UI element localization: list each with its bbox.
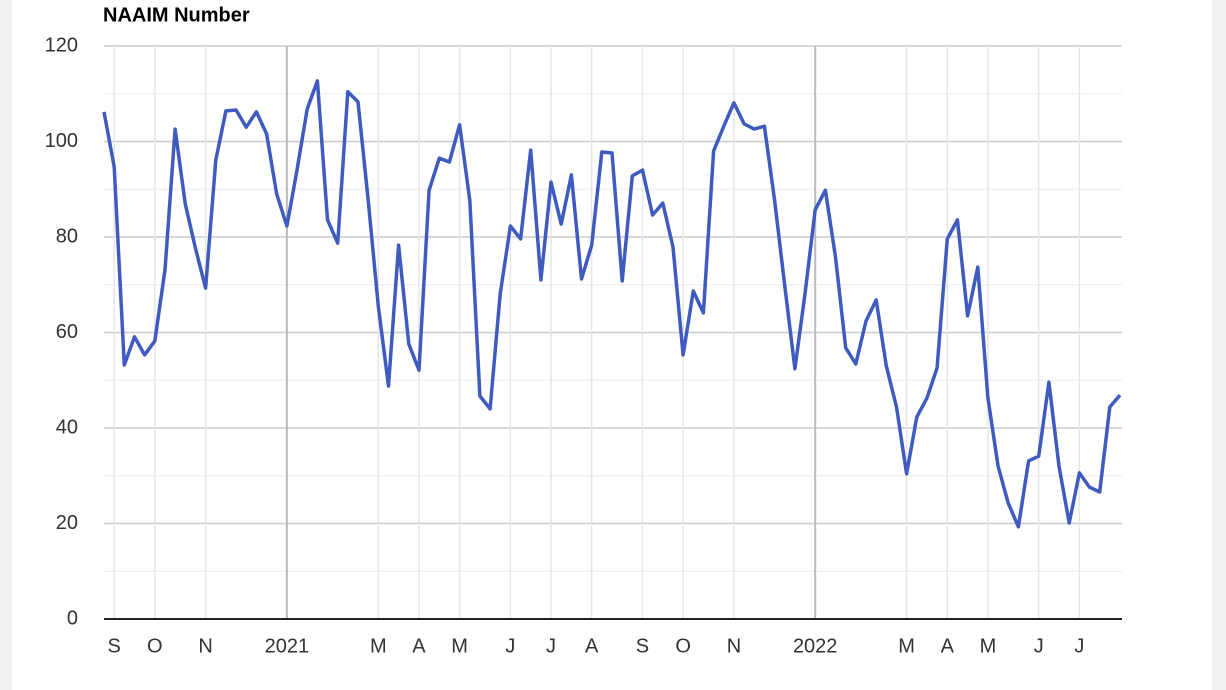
x-tick-label: S xyxy=(636,635,649,657)
y-tick-label: 0 xyxy=(67,607,78,629)
x-tick-label: M xyxy=(451,635,468,657)
x-tick-label: S xyxy=(107,635,120,657)
x-tick-label: J xyxy=(546,635,556,657)
x-tick-label: 2021 xyxy=(265,635,310,657)
y-tick-label: 40 xyxy=(56,416,78,438)
x-tick-label: N xyxy=(198,635,212,657)
x-tick-label: J xyxy=(505,635,515,657)
y-tick-label: 20 xyxy=(56,512,78,534)
y-tick-label: 100 xyxy=(45,130,78,152)
x-tick-label: M xyxy=(370,635,387,657)
x-tick-label: A xyxy=(585,635,599,657)
x-tick-label: O xyxy=(675,635,691,657)
x-tick-label: O xyxy=(147,635,163,657)
x-tick-label: M xyxy=(898,635,915,657)
x-tick-label: 2022 xyxy=(793,635,838,657)
y-tick-label: 120 xyxy=(45,34,78,56)
x-tick-label: A xyxy=(412,635,426,657)
x-tick-label: N xyxy=(727,635,741,657)
y-tick-label: 80 xyxy=(56,225,78,247)
x-tick-label: M xyxy=(980,635,997,657)
panel xyxy=(12,0,1212,690)
x-tick-label: J xyxy=(1074,635,1084,657)
data-line xyxy=(102,79,1122,529)
y-tick-label: 60 xyxy=(56,321,78,343)
chart-title: NAAIM Number xyxy=(103,4,250,26)
x-tick-label: A xyxy=(941,635,955,657)
x-tick-label: J xyxy=(1034,635,1044,657)
